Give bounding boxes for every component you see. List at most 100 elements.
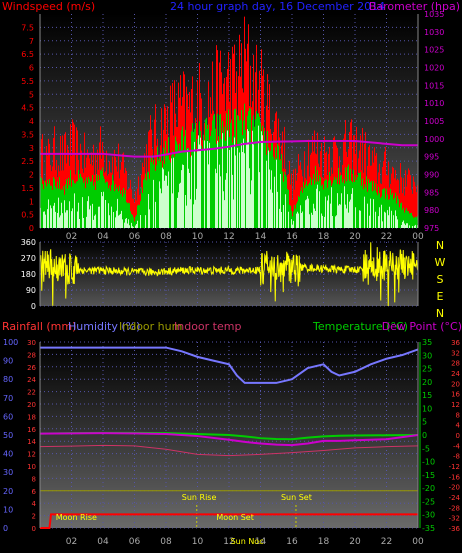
barometer-tick-label: 1015	[424, 81, 444, 90]
temp-x-tick-label: 14	[255, 537, 267, 547]
windspeed-tick-label: 1	[29, 197, 34, 206]
humidity-tick-label: 30	[3, 468, 13, 477]
rainfall-tick-label: 28	[27, 351, 36, 359]
indoor-temp-tick-label: 12	[451, 401, 460, 409]
windspeed-tick-label: 6.5	[21, 50, 34, 59]
direction-tick-label: 360	[21, 238, 36, 247]
indoor-temp-tick-label: -28	[449, 504, 460, 512]
indoor-temp-tick-label: -20	[449, 484, 460, 492]
temp-x-tick-label: 20	[349, 537, 361, 547]
wind-x-tick-label: 00	[412, 232, 424, 242]
event-label: Sun Set	[281, 493, 312, 502]
indoor-temp-line	[39, 444, 419, 457]
humidity-tick-label: 40	[3, 450, 13, 459]
windspeed-tick-label: 1.5	[21, 184, 34, 193]
temperature-tick-label: 5	[422, 418, 427, 427]
barometer-line	[40, 139, 418, 158]
wind-series	[40, 16, 418, 228]
wind-x-tick-label: 14	[255, 232, 267, 242]
event-label: Sun Rise	[182, 493, 217, 502]
indoor-temp-tick-label: 20	[451, 380, 460, 388]
temperature-tick-label: 25	[422, 365, 432, 374]
wind-x-tick-label: 18	[318, 232, 330, 242]
humidity-tick-label: 100	[3, 338, 18, 347]
barometer-tick-label: 980	[424, 206, 439, 215]
indoor-temp-tick-label: 32	[451, 349, 460, 357]
indoor-temp-tick-label: -8	[453, 453, 460, 461]
wind-x-tick-label: 20	[349, 232, 361, 242]
temperature-tick-label: -25	[422, 497, 435, 506]
direction-tick-label: 90	[26, 286, 36, 295]
temperature-tick-label: 30	[422, 351, 432, 360]
wind-axes: 02 04 06 08 10 12 14 16 18 20 22 0000.511.522.533.5…	[21, 10, 444, 242]
temperature-tick-label: 0	[422, 431, 427, 440]
compass-label: E	[437, 290, 444, 303]
temp-axes: 02 04 06 08 10 12 14 16 18 20 22 000246810121416182…	[3, 338, 461, 547]
temperature-tick-label: -10	[422, 458, 435, 467]
wind-x-tick-label: 04	[97, 232, 109, 242]
rainfall-tick-label: 4	[32, 500, 37, 508]
indoor-temp-tick-label: 36	[451, 339, 460, 347]
windspeed-tick-label: 3.5	[21, 130, 34, 139]
temp-x-tick-label: 02	[66, 537, 77, 547]
temp-humidity-panel: 02 04 06 08 10 12 14 16 18 20 22 000246810121416182…	[2, 320, 462, 547]
temperature-tick-label: -20	[422, 484, 435, 493]
windspeed-tick-label: 7	[29, 37, 34, 46]
compass-label: S	[437, 273, 444, 286]
compass-label: N	[436, 239, 444, 252]
wind-x-tick-label: 10	[192, 232, 204, 242]
humidity-tick-label: 70	[3, 394, 13, 403]
humidity-tick-label: 10	[3, 505, 13, 514]
indoor-temp-tick-label: -16	[449, 473, 461, 481]
barometer-axis-label: Barometer (hpa)	[369, 0, 460, 13]
indoor-temp-tick-label: -24	[449, 494, 461, 502]
rainfall-tick-label: 8	[32, 475, 36, 483]
windspeed-tick-label: 7.5	[21, 23, 34, 32]
indoor-temp-tick-label: 4	[456, 422, 461, 430]
indoor-temp-tick-label: -4	[453, 442, 461, 450]
humidity-axis-label: Humidity (%)	[68, 320, 140, 333]
rainfall-tick-label: 10	[27, 463, 36, 471]
event-label: Sun Noc	[231, 537, 264, 546]
indoor-temp-tick-label: -36	[449, 525, 461, 533]
windspeed-tick-label: 2	[29, 171, 34, 180]
dewpoint-line	[39, 432, 419, 447]
temperature-tick-label: -35	[422, 524, 435, 533]
windspeed-axis-label: Windspeed (m/s)	[2, 0, 95, 13]
windspeed-tick-label: 0	[29, 224, 34, 233]
indoor-temp-tick-label: 0	[456, 432, 460, 440]
temperature-tick-label: 15	[422, 391, 432, 400]
humidity-tick-label: 60	[3, 412, 13, 421]
rainfall-tick-label: 16	[27, 426, 36, 434]
windspeed-tick-label: 4	[29, 117, 34, 126]
event-label: Moon Set	[216, 513, 253, 522]
windspeed-tick-label: 2.5	[21, 157, 34, 166]
temp-x-tick-label: 22	[381, 537, 392, 547]
rainfall-tick-label: 14	[27, 438, 36, 446]
rainfall-tick-label: 12	[27, 451, 36, 459]
temp-x-tick-label: 04	[97, 537, 109, 547]
temp-series	[39, 346, 419, 529]
humidity-tick-label: 90	[3, 357, 13, 366]
windspeed-tick-label: 0.5	[21, 211, 34, 220]
temperature-tick-label: -30	[422, 511, 435, 520]
barometer-tick-label: 1010	[424, 99, 444, 108]
indoor-temp-tick-label: 24	[451, 370, 460, 378]
direction-tick-label: 270	[21, 254, 36, 263]
wind-x-tick-label: 16	[286, 232, 298, 242]
temp-x-tick-label: 10	[192, 537, 204, 547]
rainfall-tick-label: 24	[27, 376, 36, 384]
barometer-tick-label: 1035	[424, 10, 444, 19]
wind-x-tick-label: 06	[129, 232, 141, 242]
rainfall-tick-label: 2	[32, 513, 36, 521]
barometer-tick-label: 1025	[424, 46, 444, 55]
indoor-temp-tick-label: -12	[449, 463, 460, 471]
rainfall-tick-label: 22	[27, 389, 36, 397]
temperature-tick-label: -5	[422, 444, 430, 453]
humidity-tick-label: 80	[3, 375, 13, 384]
barometer-tick-label: 975	[424, 224, 439, 233]
barometer-tick-label: 1000	[424, 135, 444, 144]
